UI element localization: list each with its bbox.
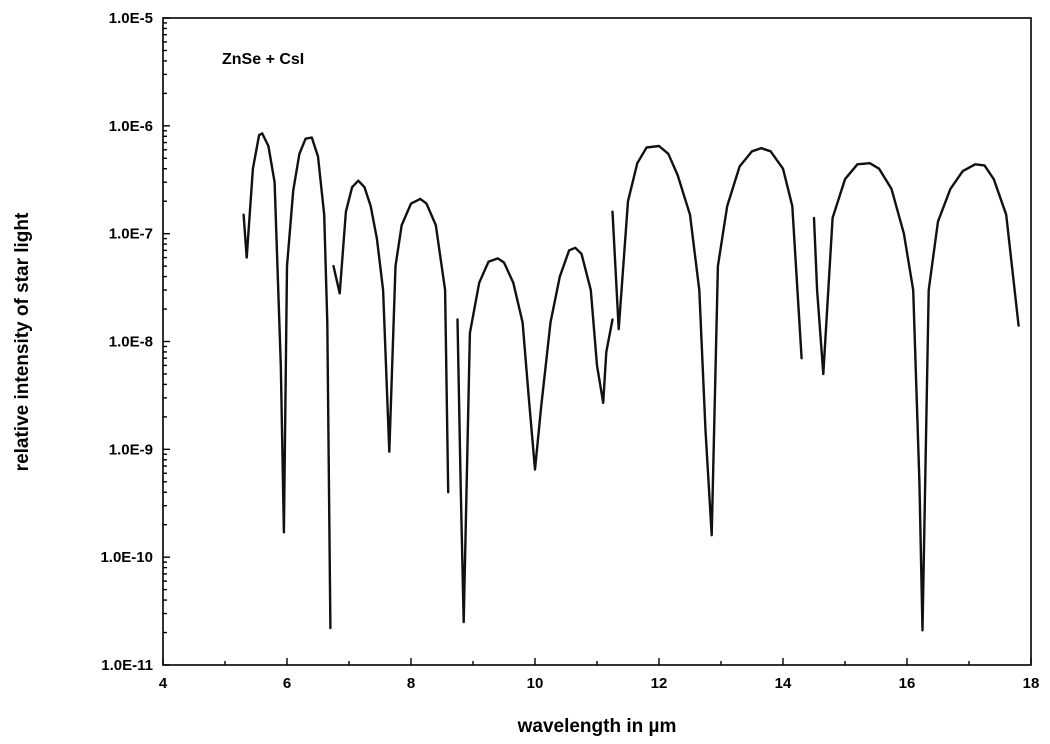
y-tick-label: 1.0E-5 — [109, 10, 153, 27]
x-tick-label: 16 — [899, 675, 916, 692]
series-line-segment — [812, 161, 1020, 632]
x-tick-label: 14 — [775, 675, 792, 692]
y-axis-title: relative intensity of star light — [12, 212, 33, 471]
x-axis-title: wavelength in µm — [517, 716, 677, 737]
y-tick-label: 1.0E-8 — [109, 334, 153, 351]
y-tick-label: 1.0E-6 — [109, 118, 153, 135]
x-tick-label: 4 — [159, 675, 168, 692]
series-line-segment — [242, 132, 332, 630]
y-axis-ticks: 1.0E-11 1.0E-10 1.0E-9 1.0E-8 1.0E-7 1.0E-6 1.… — [100, 10, 170, 674]
series-line-segment — [332, 179, 450, 494]
y-tick-label: 1.0E-9 — [109, 441, 153, 458]
plot-frame — [162, 17, 1032, 666]
x-tick-label: 6 — [283, 675, 291, 692]
chart-annotation: ZnSe + CsI — [222, 51, 304, 68]
x-tick-label: 12 — [651, 675, 668, 692]
x-tick-label: 8 — [407, 675, 415, 692]
x-axis-ticks: 4 6 8 10 12 14 16 18 — [159, 658, 1040, 692]
y-tick-label: 1.0E-11 — [101, 657, 153, 674]
y-tick-label: 1.0E-10 — [100, 549, 153, 566]
series-line-segment — [611, 144, 803, 537]
series-layer — [242, 132, 1020, 632]
series-line-segment — [456, 246, 614, 624]
x-tick-label: 10 — [527, 675, 544, 692]
y-tick-label: 1.0E-7 — [109, 226, 153, 243]
x-tick-label: 18 — [1023, 675, 1040, 692]
